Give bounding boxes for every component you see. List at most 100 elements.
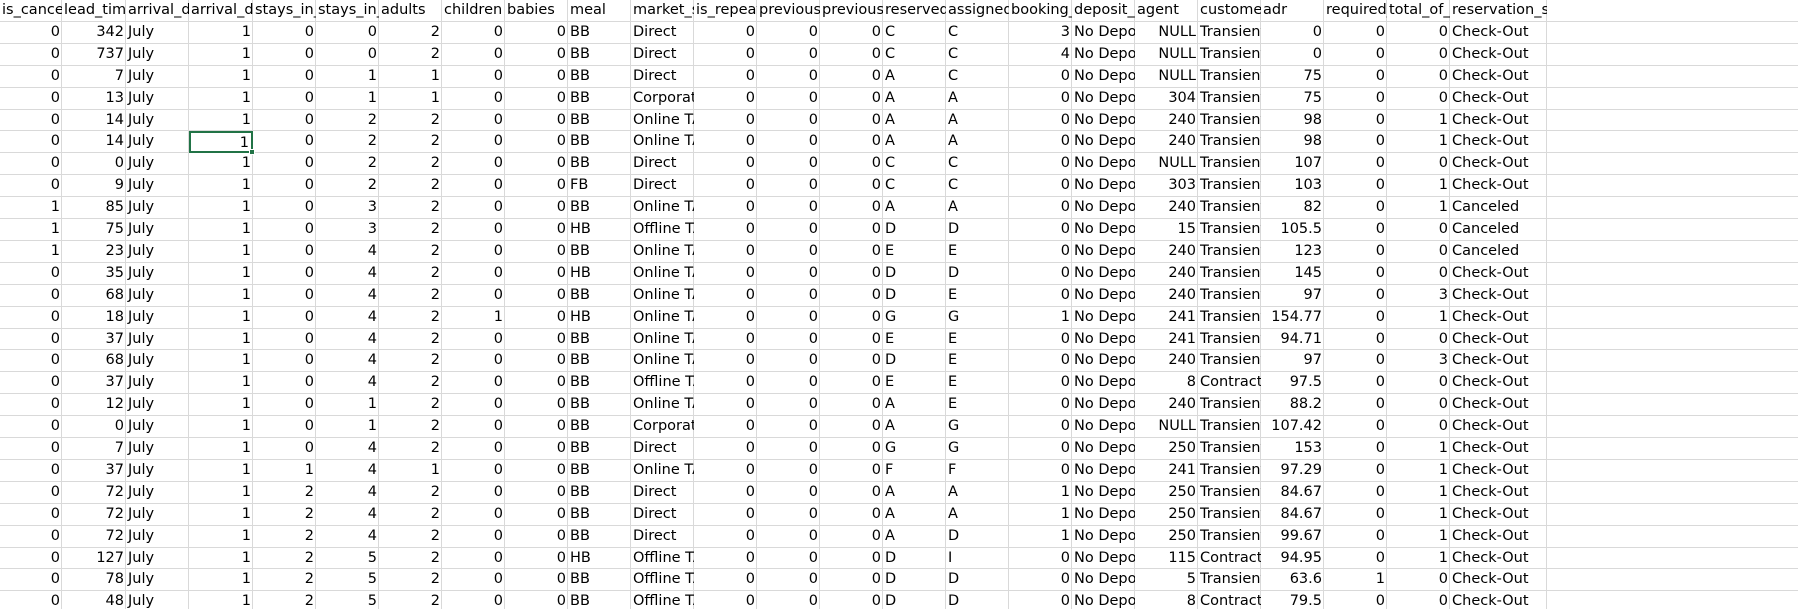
- table-cell-adults[interactable]: 2: [430, 46, 440, 62]
- table-cell-is-repeate[interactable]: 0: [745, 528, 755, 544]
- table-cell-arrival-dat[interactable]: July: [128, 24, 155, 40]
- table-cell-reserved-r[interactable]: A: [885, 528, 895, 544]
- header-cell-reserved-r[interactable]: reserved_r: [885, 2, 946, 18]
- table-cell-reservation-status[interactable]: Check-Out: [1452, 133, 1529, 149]
- table-cell-children[interactable]: 0: [493, 331, 503, 347]
- table-cell-previous-c[interactable]: 0: [808, 462, 818, 478]
- table-cell-stays-in-w[interactable]: 0: [304, 440, 314, 456]
- table-cell-booking-c[interactable]: 0: [1060, 331, 1070, 347]
- table-cell-reserved-r[interactable]: D: [885, 352, 897, 368]
- table-cell-customer[interactable]: Transient: [1200, 484, 1261, 500]
- table-cell-total-of-sp[interactable]: 1: [1438, 112, 1448, 128]
- table-cell-market-se[interactable]: Online TA: [633, 243, 694, 259]
- table-cell-reservation-status[interactable]: Check-Out: [1452, 287, 1529, 303]
- table-cell-total-of-sp[interactable]: 1: [1438, 440, 1448, 456]
- table-cell-adults[interactable]: 2: [430, 112, 440, 128]
- table-cell-children[interactable]: 0: [493, 155, 503, 171]
- table-cell-adr[interactable]: 84.67: [1280, 484, 1322, 500]
- table-cell-is-cancele[interactable]: 0: [50, 90, 60, 106]
- table-cell-previous-c[interactable]: 0: [808, 506, 818, 522]
- table-cell-children[interactable]: 0: [493, 265, 503, 281]
- table-cell-children[interactable]: 0: [493, 68, 503, 84]
- table-cell-is-repeate[interactable]: 0: [745, 418, 755, 434]
- table-cell-required-c[interactable]: 0: [1375, 24, 1385, 40]
- table-cell-market-se[interactable]: Online TA: [633, 352, 694, 368]
- table-cell-assigned-r[interactable]: C: [948, 177, 959, 193]
- table-cell-booking-c[interactable]: 0: [1060, 287, 1070, 303]
- table-cell-arrival-dat[interactable]: 1: [241, 571, 251, 587]
- table-cell-stays-in-w[interactable]: 2: [304, 528, 314, 544]
- table-cell-customer[interactable]: Transient: [1200, 506, 1261, 522]
- table-cell-stays-in-w[interactable]: 2: [304, 484, 314, 500]
- table-cell-total-of-sp[interactable]: 0: [1438, 90, 1448, 106]
- table-cell-is-repeate[interactable]: 0: [745, 68, 755, 84]
- table-cell-arrival-dat[interactable]: 1: [241, 550, 251, 566]
- table-cell-is-cancele[interactable]: 0: [50, 440, 60, 456]
- table-cell-agent[interactable]: 240: [1168, 352, 1196, 368]
- table-cell-market-se[interactable]: Direct: [633, 484, 677, 500]
- table-cell-is-cancele[interactable]: 0: [50, 506, 60, 522]
- table-cell-reservation-status[interactable]: Check-Out: [1452, 24, 1529, 40]
- table-cell-booking-c[interactable]: 1: [1060, 528, 1070, 544]
- table-cell-previous-c[interactable]: 0: [808, 309, 818, 325]
- table-cell-babies[interactable]: 0: [556, 396, 566, 412]
- table-cell-market-se[interactable]: Direct: [633, 440, 677, 456]
- table-cell-babies[interactable]: 0: [556, 440, 566, 456]
- table-cell-arrival-dat[interactable]: July: [128, 550, 155, 566]
- table-cell-adults[interactable]: 2: [430, 243, 440, 259]
- table-cell-deposit-ty[interactable]: No Deposit: [1074, 177, 1135, 193]
- fill-handle[interactable]: [249, 149, 255, 155]
- table-cell-previous-b[interactable]: 0: [871, 462, 881, 478]
- table-cell-lead-time[interactable]: 18: [105, 309, 124, 325]
- table-cell-babies[interactable]: 0: [556, 46, 566, 62]
- header-cell-lead-time[interactable]: lead_time: [64, 2, 126, 18]
- table-cell-adults[interactable]: 2: [430, 177, 440, 193]
- table-cell-lead-time[interactable]: 12: [105, 396, 124, 412]
- table-cell-total-of-sp[interactable]: 0: [1438, 571, 1448, 587]
- table-cell-booking-c[interactable]: 0: [1060, 199, 1070, 215]
- table-cell-agent[interactable]: 250: [1168, 440, 1196, 456]
- table-cell-previous-b[interactable]: 0: [871, 396, 881, 412]
- table-cell-is-cancele[interactable]: 1: [50, 199, 60, 215]
- table-cell-previous-c[interactable]: 0: [808, 418, 818, 434]
- table-cell-adults[interactable]: 2: [430, 550, 440, 566]
- table-cell-previous-b[interactable]: 0: [871, 528, 881, 544]
- table-cell-required-c[interactable]: 0: [1375, 243, 1385, 259]
- table-cell-agent[interactable]: 250: [1168, 506, 1196, 522]
- table-cell-arrival-dat[interactable]: 1: [241, 506, 251, 522]
- table-cell-is-repeate[interactable]: 0: [745, 440, 755, 456]
- table-cell-previous-c[interactable]: 0: [808, 133, 818, 149]
- header-cell-arrival-dat[interactable]: arrival_dat: [191, 2, 253, 18]
- table-cell-arrival-dat[interactable]: 1: [241, 331, 251, 347]
- table-cell-previous-c[interactable]: 0: [808, 287, 818, 303]
- table-cell-reservation-status[interactable]: Check-Out: [1452, 571, 1529, 587]
- table-cell-arrival-dat[interactable]: July: [128, 528, 155, 544]
- table-cell-previous-c[interactable]: 0: [808, 374, 818, 390]
- table-cell-stays-in-w[interactable]: 2: [367, 133, 377, 149]
- table-cell-arrival-dat[interactable]: 1: [241, 68, 251, 84]
- table-cell-is-repeate[interactable]: 0: [745, 243, 755, 259]
- table-cell-arrival-dat[interactable]: 1: [241, 90, 251, 106]
- table-cell-is-repeate[interactable]: 0: [745, 462, 755, 478]
- table-cell-agent[interactable]: 304: [1168, 90, 1196, 106]
- table-cell-booking-c[interactable]: 0: [1060, 396, 1070, 412]
- table-cell-adults[interactable]: 2: [430, 331, 440, 347]
- table-cell-assigned-r[interactable]: D: [948, 528, 960, 544]
- table-cell-agent[interactable]: 240: [1168, 287, 1196, 303]
- table-cell-is-repeate[interactable]: 0: [745, 352, 755, 368]
- table-cell-lead-time[interactable]: 37: [105, 462, 124, 478]
- table-cell-is-repeate[interactable]: 0: [745, 309, 755, 325]
- table-cell-is-repeate[interactable]: 0: [745, 287, 755, 303]
- table-cell-required-c[interactable]: 0: [1375, 133, 1385, 149]
- table-cell-stays-in-w[interactable]: 0: [304, 374, 314, 390]
- table-cell-adults[interactable]: 2: [430, 506, 440, 522]
- table-cell-stays-in-w[interactable]: 0: [304, 155, 314, 171]
- table-cell-adults[interactable]: 2: [430, 265, 440, 281]
- table-cell-stays-in-w[interactable]: 3: [367, 199, 377, 215]
- table-cell-required-c[interactable]: 0: [1375, 484, 1385, 500]
- header-cell-required-c[interactable]: required_c: [1326, 2, 1387, 18]
- table-cell-arrival-dat[interactable]: 1: [241, 221, 251, 237]
- table-cell-lead-time[interactable]: 14: [105, 112, 124, 128]
- table-cell-reservation-status[interactable]: Check-Out: [1452, 484, 1529, 500]
